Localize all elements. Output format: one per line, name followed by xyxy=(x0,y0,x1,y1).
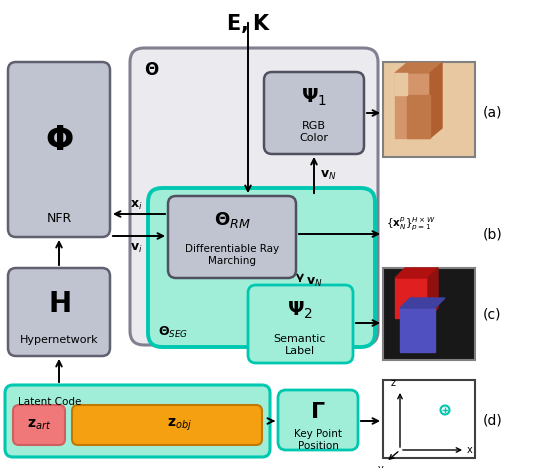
Text: $\boldsymbol{\Theta}$: $\boldsymbol{\Theta}$ xyxy=(144,62,159,79)
Text: Latent Code: Latent Code xyxy=(18,397,81,407)
Text: $\mathbf{\Phi}$: $\mathbf{\Phi}$ xyxy=(45,124,73,156)
Text: $\mathbf{z}_{obj}$: $\mathbf{z}_{obj}$ xyxy=(167,417,192,433)
Text: $\mathbf{x}_i$: $\mathbf{x}_i$ xyxy=(130,198,142,212)
Polygon shape xyxy=(395,268,438,278)
Text: $\mathbf{E, K}$: $\mathbf{E, K}$ xyxy=(225,12,271,35)
Text: $\mathbf{z}_{art}$: $\mathbf{z}_{art}$ xyxy=(27,418,51,432)
FancyBboxPatch shape xyxy=(383,62,475,157)
FancyBboxPatch shape xyxy=(8,268,110,356)
Text: (b): (b) xyxy=(483,227,502,241)
Text: (d): (d) xyxy=(483,413,502,427)
FancyBboxPatch shape xyxy=(264,72,364,154)
FancyBboxPatch shape xyxy=(72,405,262,445)
Text: $\mathbf{\Gamma}$: $\mathbf{\Gamma}$ xyxy=(310,401,326,423)
Text: $\mathbf{v}_i$: $\mathbf{v}_i$ xyxy=(130,241,143,255)
Text: $\boldsymbol{\Theta}_{SEG}$: $\boldsymbol{\Theta}_{SEG}$ xyxy=(158,325,188,340)
Polygon shape xyxy=(395,278,428,318)
Text: NFR: NFR xyxy=(46,212,72,225)
Polygon shape xyxy=(400,298,445,308)
FancyBboxPatch shape xyxy=(5,385,270,457)
Text: $\{{\mathbf{x}}_N^p\}_{p=1}^{H\times W}$: $\{{\mathbf{x}}_N^p\}_{p=1}^{H\times W}$ xyxy=(386,215,436,233)
Polygon shape xyxy=(400,308,435,352)
Polygon shape xyxy=(430,63,442,138)
FancyBboxPatch shape xyxy=(13,405,65,445)
Text: y: y xyxy=(377,464,383,468)
Polygon shape xyxy=(395,73,430,138)
Text: $\mathbf{v}_N$: $\mathbf{v}_N$ xyxy=(320,168,336,182)
FancyBboxPatch shape xyxy=(148,188,375,347)
Text: $\mathbf{H}$: $\mathbf{H}$ xyxy=(48,292,70,319)
FancyBboxPatch shape xyxy=(248,285,353,363)
FancyBboxPatch shape xyxy=(8,62,110,237)
FancyBboxPatch shape xyxy=(130,48,378,345)
FancyBboxPatch shape xyxy=(383,380,475,458)
Text: (c): (c) xyxy=(483,307,501,321)
Text: x: x xyxy=(467,445,473,455)
Text: $\mathbf{v}_N$: $\mathbf{v}_N$ xyxy=(306,276,323,289)
Text: Differentiable Ray
Marching: Differentiable Ray Marching xyxy=(185,244,279,266)
Polygon shape xyxy=(407,95,430,138)
Text: z: z xyxy=(391,378,396,388)
Text: (a): (a) xyxy=(483,105,502,119)
FancyBboxPatch shape xyxy=(383,268,475,360)
Text: $\mathbf{\Psi}_2$: $\mathbf{\Psi}_2$ xyxy=(287,300,313,321)
FancyBboxPatch shape xyxy=(278,390,358,450)
FancyBboxPatch shape xyxy=(168,196,296,278)
Text: Hypernetwork: Hypernetwork xyxy=(20,335,98,345)
Text: RGB
Color: RGB Color xyxy=(300,121,328,143)
Polygon shape xyxy=(428,268,438,318)
Polygon shape xyxy=(395,63,442,73)
Polygon shape xyxy=(395,73,407,95)
Text: Semantic
Label: Semantic Label xyxy=(274,334,326,356)
Text: $\mathbf{\Theta}_{RM}$: $\mathbf{\Theta}_{RM}$ xyxy=(214,210,250,230)
Text: $\mathbf{\Psi}_1$: $\mathbf{\Psi}_1$ xyxy=(301,87,327,108)
Text: Key Point
Position: Key Point Position xyxy=(294,429,342,451)
